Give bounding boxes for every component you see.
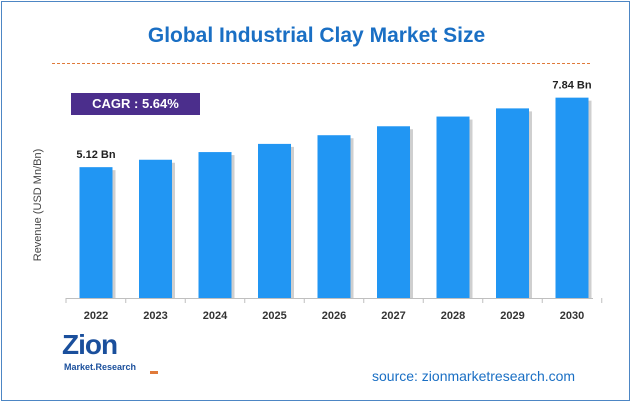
bar <box>496 108 529 298</box>
bar <box>436 116 470 298</box>
chart-title: Global Industrial Clay Market Size <box>147 24 486 47</box>
logo-subtitle: Market.Research <box>64 362 137 372</box>
x-tick-label: 2025 <box>262 310 286 322</box>
x-tick-label: 2024 <box>203 310 228 322</box>
source-note: source: zionmarketresearch.com <box>372 368 576 384</box>
bar <box>139 159 172 298</box>
data-label: 5.12 Bn <box>76 149 115 161</box>
x-tick-label: 2022 <box>84 310 108 322</box>
x-tick-label: 2026 <box>322 310 346 322</box>
bar <box>79 167 113 298</box>
x-tick-label: 2027 <box>381 310 405 322</box>
bar <box>317 135 351 298</box>
bar <box>555 97 589 299</box>
title-divider <box>52 63 590 64</box>
x-tick-label: 2029 <box>500 310 524 322</box>
logo-word: Zion <box>62 329 118 360</box>
x-tick-label: 2030 <box>560 310 584 322</box>
x-tick-label: 2028 <box>441 310 465 322</box>
zion-logo: Zion Market.Research <box>62 330 158 378</box>
bar <box>377 126 410 299</box>
cagr-badge: CAGR : 5.64% <box>71 93 200 115</box>
bar <box>258 143 291 298</box>
data-label: 7.84 Bn <box>552 80 591 92</box>
x-tick-label: 2023 <box>143 310 167 322</box>
logo-accent-mark <box>150 371 158 374</box>
bar <box>198 152 232 298</box>
